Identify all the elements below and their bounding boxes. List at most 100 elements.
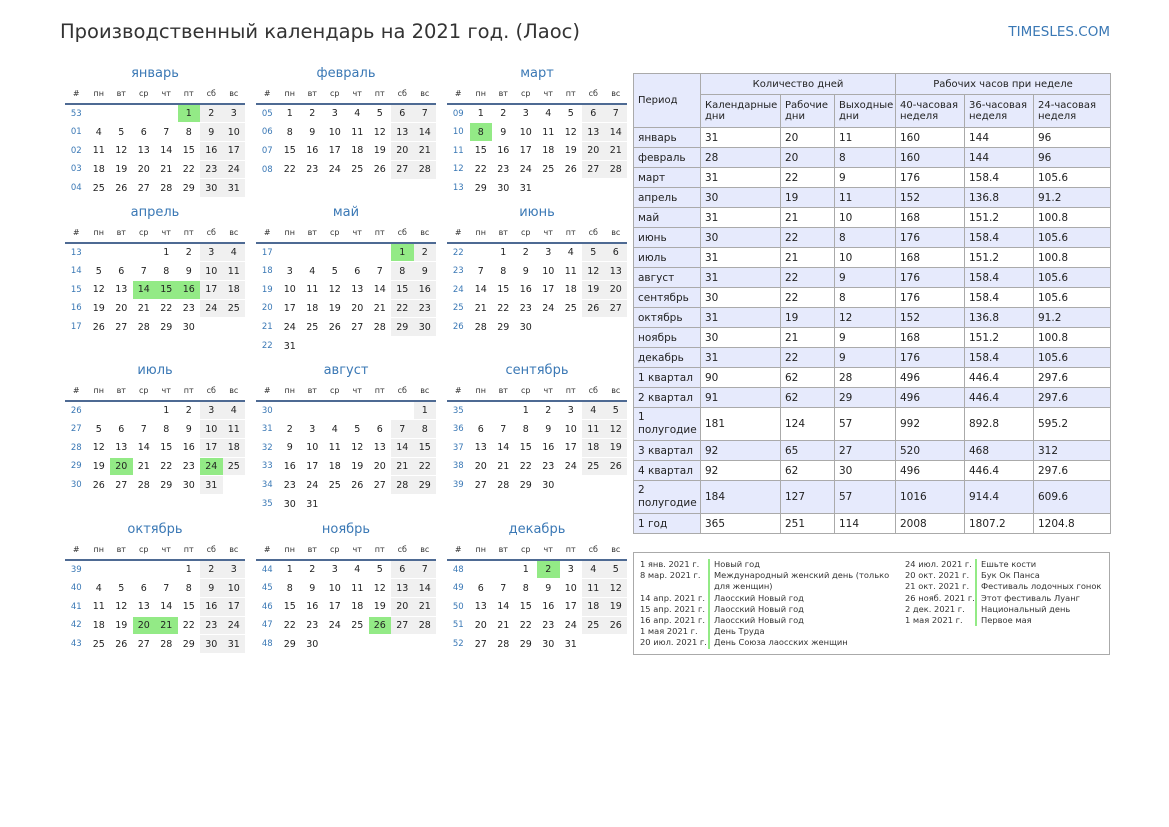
summary-cell: 62 xyxy=(780,387,835,408)
week-row: 43 25 26 27 28 29 30 31 xyxy=(65,634,245,654)
week-row: 27 5 6 7 8 9 10 11 xyxy=(65,419,245,439)
week-number: 46 xyxy=(256,596,279,617)
work-day: 5 xyxy=(559,103,582,123)
summary-period: декабрь xyxy=(633,347,701,368)
week-number: 17 xyxy=(256,242,279,262)
weekend-day: 21 xyxy=(604,140,627,161)
weekday-header: # xyxy=(65,223,88,244)
summary-cell: 91.2 xyxy=(1033,307,1111,328)
week-number: 29 xyxy=(65,456,88,476)
work-day: 21 xyxy=(469,298,492,318)
header-off-days: Выходные дни xyxy=(834,94,896,128)
holiday-name: День Союза лаосских женщин xyxy=(708,637,848,649)
weekend-day: 3 xyxy=(200,242,223,262)
weekday-header: чт xyxy=(155,223,178,244)
week-number: 30 xyxy=(256,400,279,420)
weekend-day: 8 xyxy=(413,419,436,439)
work-day: 29 xyxy=(155,475,178,495)
empty-day xyxy=(582,475,605,495)
empty-day xyxy=(110,103,133,123)
weekend-day: 16 xyxy=(200,596,223,617)
week-number: 25 xyxy=(447,298,470,318)
holiday-item: 20 окт. 2021 г. Бук Ок Панса xyxy=(905,570,1105,582)
summary-row: 1 полугодие 181 124 57 992 892.8 595.2 xyxy=(633,407,1111,441)
weekday-header: сб xyxy=(391,223,414,244)
empty-day xyxy=(559,178,582,198)
week-number: 50 xyxy=(447,596,470,617)
summary-row: январь 31 20 11 160 144 96 xyxy=(633,127,1111,148)
work-day: 17 xyxy=(323,596,346,617)
summary-row: август 31 22 9 176 158.4 105.6 xyxy=(633,267,1111,288)
work-day: 25 xyxy=(559,298,582,318)
work-day: 29 xyxy=(514,475,537,495)
weekday-header: чт xyxy=(537,381,560,402)
weekend-day: 16 xyxy=(413,279,436,300)
summary-row: октябрь 31 19 12 152 136.8 91.2 xyxy=(633,307,1111,328)
empty-day xyxy=(155,559,178,579)
week-number: 49 xyxy=(447,578,470,598)
week-number: 37 xyxy=(447,437,470,458)
empty-day xyxy=(346,493,369,514)
work-day: 5 xyxy=(346,419,369,439)
work-day: 13 xyxy=(368,437,391,458)
week-row: 04 25 26 27 28 29 30 31 xyxy=(65,178,245,198)
site-link[interactable]: TIMESLES.COM xyxy=(1008,24,1110,40)
weekday-header: вс xyxy=(222,540,245,561)
summary-cell: 19 xyxy=(780,187,835,208)
work-day: 1 xyxy=(514,400,537,420)
holiday-date: 21 окт. 2021 г. xyxy=(905,581,970,592)
week-number: 39 xyxy=(447,475,470,495)
week-number: 15 xyxy=(65,279,88,300)
work-day: 4 xyxy=(87,578,110,598)
weekend-day: 30 xyxy=(200,178,223,198)
work-day: 18 xyxy=(87,615,110,635)
work-day: 24 xyxy=(537,298,560,318)
summary-cell: 1204.8 xyxy=(1033,513,1111,534)
month-block: сентябрь # пн вт ср чт пт сб вс 35 1 2 3 4 5 36 6 7 8 9 10 11… xyxy=(447,361,627,495)
work-day: 17 xyxy=(559,437,582,458)
work-day: 22 xyxy=(155,298,178,318)
weekend-day: 6 xyxy=(391,559,414,579)
week-number: 27 xyxy=(65,419,88,439)
week-number: 42 xyxy=(65,615,88,635)
work-day: 24 xyxy=(323,159,346,179)
work-day: 10 xyxy=(301,437,324,458)
empty-day xyxy=(559,475,582,495)
work-day: 11 xyxy=(346,122,369,142)
header-36-hour: 36-часовая неделя xyxy=(964,94,1034,128)
header-calendar-days: Календарные дни xyxy=(700,94,781,128)
summary-cell: 22 xyxy=(780,227,835,248)
weekend-day: 24 xyxy=(222,159,245,179)
work-day: 9 xyxy=(177,261,200,281)
week-row: 48 29 30 xyxy=(256,634,436,654)
holiday-item: 15 апр. 2021 г. Лаосский Новый год xyxy=(640,603,898,616)
work-day: 19 xyxy=(559,140,582,161)
work-day: 14 xyxy=(155,596,178,617)
weekday-header: ср xyxy=(323,381,346,402)
work-day: 22 xyxy=(278,615,301,635)
weekend-day: 10 xyxy=(222,122,245,142)
work-day: 17 xyxy=(559,596,582,617)
weekday-header: пт xyxy=(559,540,582,561)
summary-cell: 1807.2 xyxy=(964,513,1034,534)
work-day: 6 xyxy=(346,261,369,281)
week-number: 01 xyxy=(65,122,88,142)
work-day: 16 xyxy=(301,596,324,617)
weekday-header: сб xyxy=(582,223,605,244)
week-row: 48 1 2 3 4 5 xyxy=(447,559,627,579)
summary-cell: 30 xyxy=(700,227,781,248)
summary-cell: 609.6 xyxy=(1033,480,1111,514)
work-day: 26 xyxy=(346,475,369,495)
week-number: 26 xyxy=(447,317,470,337)
work-day: 1 xyxy=(492,242,515,262)
week-row: 24 14 15 16 17 18 19 20 xyxy=(447,279,627,300)
work-day: 25 xyxy=(323,475,346,495)
work-day: 30 xyxy=(177,317,200,337)
work-day: 15 xyxy=(155,437,178,458)
summary-cell: 92 xyxy=(700,460,781,481)
work-day: 4 xyxy=(346,103,369,123)
month-block: май # пн вт ср чт пт сб вс 17 1 2 18 3 4 5 6 7 8 9 19 10 11 12 1… xyxy=(256,203,436,356)
weekday-header: вс xyxy=(413,223,436,244)
summary-cell: 62 xyxy=(780,460,835,481)
work-day: 12 xyxy=(368,578,391,598)
